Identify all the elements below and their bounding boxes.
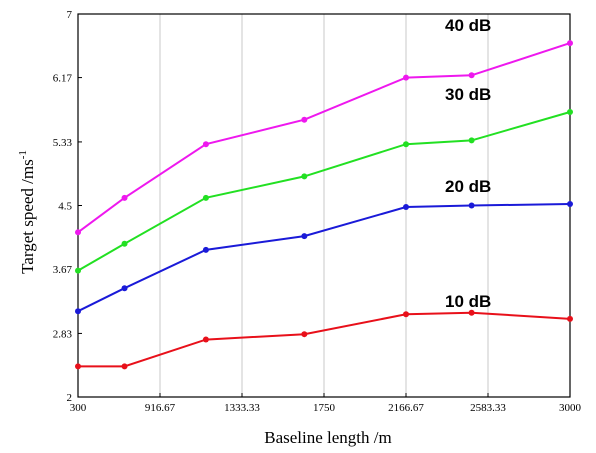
data-point-40-db [567, 40, 573, 47]
data-point-40-db [468, 72, 475, 79]
data-point-30-db [121, 240, 128, 247]
data-point-20-db [301, 233, 308, 240]
y-tick-label: 2 [67, 392, 73, 404]
data-point-40-db [403, 74, 409, 81]
y-axis-ticks: 2 2.83 3.67 4.5 5.33 6.17 7 [53, 9, 82, 404]
data-point-30-db [403, 141, 409, 148]
y-tick-label: 7 [67, 9, 73, 21]
data-point-40-db [75, 229, 81, 236]
data-point-10-db [567, 315, 573, 322]
data-point-10-db [121, 363, 128, 370]
series-layer [75, 40, 573, 370]
data-point-10-db [403, 311, 409, 318]
x-tick-label: 1750 [313, 402, 336, 414]
series-label-40-db: 40 dB [445, 16, 491, 35]
x-tick-label: 300 [70, 402, 87, 414]
y-axis-title: Target speed /ms-1 [17, 150, 37, 274]
y-tick-label: 6.17 [53, 73, 73, 85]
x-axis-ticks: 300 916.67 1333.33 1750 2166.67 2583.33 3000 [70, 393, 582, 414]
data-point-20-db [403, 204, 409, 211]
x-tick-label: 2166.67 [388, 402, 424, 414]
x-tick-label: 916.67 [145, 402, 176, 414]
x-tick-label: 2583.33 [470, 402, 506, 414]
y-axis-title-main: Target speed /ms [18, 159, 37, 274]
data-point-10-db [301, 331, 308, 338]
x-axis-title: Baseline length /m [264, 428, 391, 447]
data-point-20-db [121, 285, 128, 292]
series-label-30-db: 30 dB [445, 85, 491, 104]
data-point-40-db [121, 194, 128, 201]
y-tick-label: 2.83 [53, 328, 73, 340]
data-point-10-db [75, 363, 81, 370]
data-point-30-db [468, 137, 475, 144]
data-point-20-db [202, 246, 209, 253]
series-label-20-db: 20 dB [445, 177, 491, 196]
data-point-10-db [468, 309, 475, 316]
x-tick-label: 1333.33 [224, 402, 260, 414]
data-point-30-db [75, 267, 81, 274]
data-point-30-db [301, 173, 308, 180]
data-point-40-db [301, 116, 308, 123]
data-point-20-db [75, 308, 81, 315]
series-label-10-db: 10 dB [445, 292, 491, 311]
data-point-10-db [202, 336, 209, 343]
data-point-40-db [202, 141, 209, 148]
data-point-20-db [567, 200, 573, 207]
data-point-30-db [202, 194, 209, 201]
y-tick-label: 3.67 [53, 264, 73, 276]
y-axis-title-superscript: -1 [17, 150, 29, 159]
data-point-30-db [567, 109, 573, 116]
x-tick-label: 3000 [559, 402, 582, 414]
y-tick-label: 5.33 [53, 137, 73, 149]
y-tick-label: 4.5 [58, 201, 72, 213]
data-point-20-db [468, 202, 475, 209]
series-labels: 10 dB 20 dB 30 dB 40 dB [445, 16, 491, 311]
